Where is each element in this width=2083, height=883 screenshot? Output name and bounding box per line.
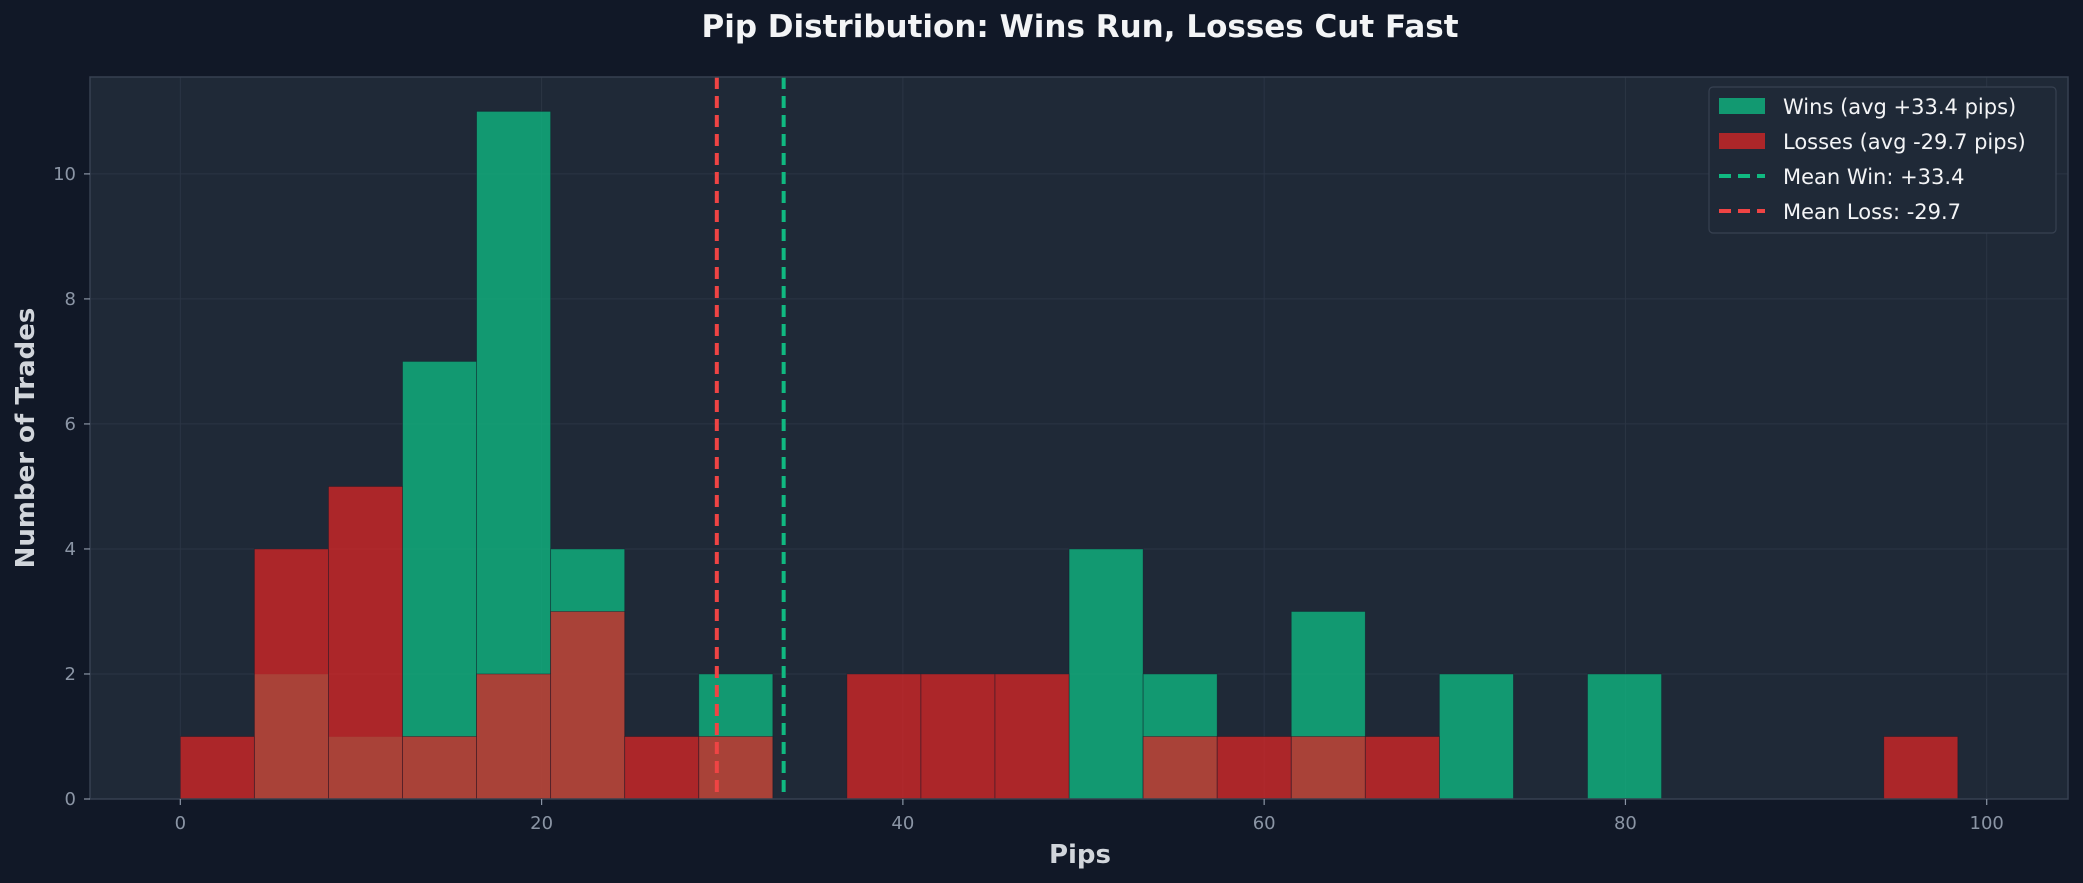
x-tick-label: 100 — [1970, 813, 2004, 834]
legend-entry: Mean Win: +33.4 — [1719, 165, 1964, 189]
x-tick-label: 20 — [530, 813, 553, 834]
win-bar — [1438, 673, 1514, 800]
chart-title: Pip Distribution: Wins Run, Losses Cut F… — [701, 9, 1458, 45]
legend-entry: Losses (avg -29.7 pips) — [1719, 130, 2026, 154]
loss-bar — [476, 673, 552, 800]
y-axis-title: Number of Trades — [11, 308, 41, 569]
y-tick-label: 4 — [65, 539, 76, 560]
y-tick-label: 6 — [65, 414, 76, 435]
x-tick-label: 60 — [1253, 813, 1276, 834]
loss-bar — [1290, 736, 1366, 800]
loss-bar — [402, 736, 477, 800]
loss-bar — [994, 673, 1070, 800]
legend-entry: Mean Loss: -29.7 — [1719, 200, 1961, 224]
loss-bar — [920, 673, 996, 800]
loss-bar — [698, 736, 774, 800]
legend-entry: Wins (avg +33.4 pips) — [1719, 95, 2016, 119]
loss-bar — [1883, 736, 1959, 800]
x-axis-title: Pips — [1049, 840, 1111, 870]
loss-bar — [179, 736, 255, 800]
loss-bar — [550, 611, 626, 800]
legend-label: Wins (avg +33.4 pips) — [1783, 95, 2016, 119]
legend-box — [1708, 86, 2057, 234]
loss-bar — [1216, 736, 1292, 800]
y-tick-label: 0 — [65, 789, 76, 810]
y-tick-label: 8 — [65, 289, 76, 310]
win-bar — [402, 361, 477, 800]
loss-bar — [1364, 736, 1440, 800]
legend-swatch — [1719, 98, 1765, 114]
loss-bar — [253, 548, 329, 800]
legend-swatch — [1719, 133, 1765, 149]
x-tick-label: 0 — [175, 813, 186, 834]
loss-bar — [1142, 736, 1218, 800]
legend-label: Mean Win: +33.4 — [1783, 165, 1964, 189]
x-tick-label: 80 — [1614, 813, 1637, 834]
x-tick-label: 40 — [891, 813, 914, 834]
series-losses — [179, 486, 1959, 800]
legend: Wins (avg +33.4 pips) Losses (avg -29.7 p… — [1708, 86, 2057, 234]
loss-bar — [624, 736, 700, 800]
y-tick-label: 10 — [53, 164, 76, 185]
legend-label: Losses (avg -29.7 pips) — [1783, 130, 2026, 154]
y-tick-label: 2 — [65, 664, 76, 685]
loss-bar — [846, 673, 922, 800]
legend-label: Mean Loss: -29.7 — [1783, 200, 1961, 224]
loss-bar — [328, 486, 403, 800]
plot-frame — [89, 76, 2069, 800]
win-bar — [1068, 548, 1144, 800]
win-bar — [1587, 673, 1662, 800]
